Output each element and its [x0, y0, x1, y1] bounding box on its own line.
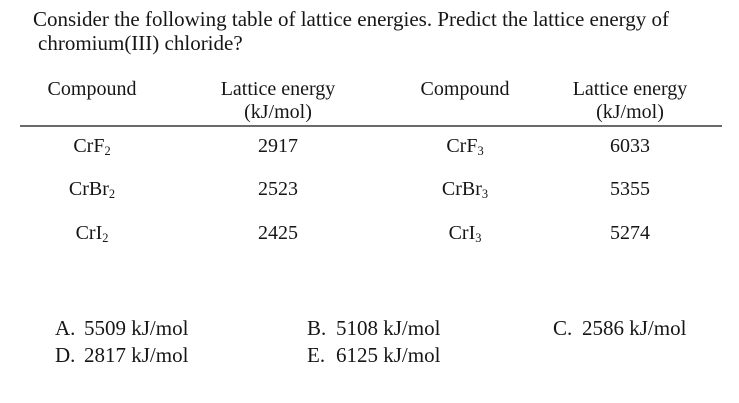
- lattice-energy-value: 2425: [258, 222, 298, 244]
- header-label: Lattice energy: [572, 78, 688, 100]
- compound-formula: CrBr2: [68, 178, 116, 202]
- option-letter: E.: [307, 343, 326, 367]
- option-value: 6125 kJ/mol: [336, 343, 441, 367]
- table-header-row: Compound Lattice energy (kJ/mol) Compoun…: [20, 74, 722, 127]
- option-value: 5108 kJ/mol: [336, 316, 441, 340]
- option-letter: D.: [55, 343, 76, 367]
- table-row: CrF2 2917 CrF3 6033: [20, 126, 722, 170]
- header-compound-left: Compound: [20, 74, 164, 127]
- lattice-energy-value: 5274: [610, 222, 650, 244]
- option-value: 2586 kJ/mol: [582, 316, 687, 340]
- header-label: Compound: [47, 78, 137, 100]
- table-row: CrBr2 2523 CrBr3 5355: [20, 170, 722, 214]
- option-c: C. 2586 kJ/mol: [553, 316, 686, 340]
- question-text: Consider the following table of lattice …: [33, 7, 723, 55]
- table-row: CrI2 2425 CrI3 5274: [20, 214, 722, 258]
- option-e: E. 6125 kJ/mol: [307, 343, 440, 367]
- lattice-energy-value: 6033: [610, 135, 650, 157]
- header-label: Lattice energy: [220, 78, 336, 100]
- compound-formula: CrI2: [75, 222, 109, 246]
- header-unit: (kJ/mol): [244, 101, 312, 123]
- option-d: D. 2817 kJ/mol: [55, 343, 188, 367]
- option-value: 2817 kJ/mol: [84, 343, 189, 367]
- lattice-energy-value: 2523: [258, 178, 298, 200]
- option-a: A. 5509 kJ/mol: [55, 316, 188, 340]
- option-b: B. 5108 kJ/mol: [307, 316, 440, 340]
- lattice-table-body: CrF2 2917 CrF3 6033 CrBr2 2523 CrBr3 5355 CrI2 24…: [20, 126, 722, 258]
- question-line-2: chromium(III) chloride?: [38, 31, 243, 55]
- header-unit: (kJ/mol): [596, 101, 664, 123]
- option-letter: C.: [553, 316, 573, 340]
- option-value: 5509 kJ/mol: [84, 316, 189, 340]
- header-compound-right: Compound: [392, 74, 538, 127]
- compound-formula: CrF2: [73, 135, 111, 159]
- compound-formula: CrBr3: [441, 178, 489, 202]
- option-letter: A.: [55, 316, 76, 340]
- header-lattice-energy-right: Lattice energy (kJ/mol): [538, 74, 722, 127]
- compound-formula: CrF3: [446, 135, 484, 159]
- lattice-energy-table: Compound Lattice energy (kJ/mol) Compoun…: [20, 74, 722, 258]
- option-letter: B.: [307, 316, 327, 340]
- lattice-energy-value: 5355: [610, 178, 650, 200]
- table-header: Compound Lattice energy (kJ/mol) Compoun…: [20, 74, 722, 127]
- compound-formula: CrI3: [448, 222, 482, 246]
- question-line-1: Consider the following table of lattice …: [33, 7, 670, 31]
- lattice-energy-value: 2917: [258, 135, 298, 157]
- header-label: Compound: [420, 78, 510, 100]
- header-lattice-energy-left: Lattice energy (kJ/mol): [164, 74, 392, 127]
